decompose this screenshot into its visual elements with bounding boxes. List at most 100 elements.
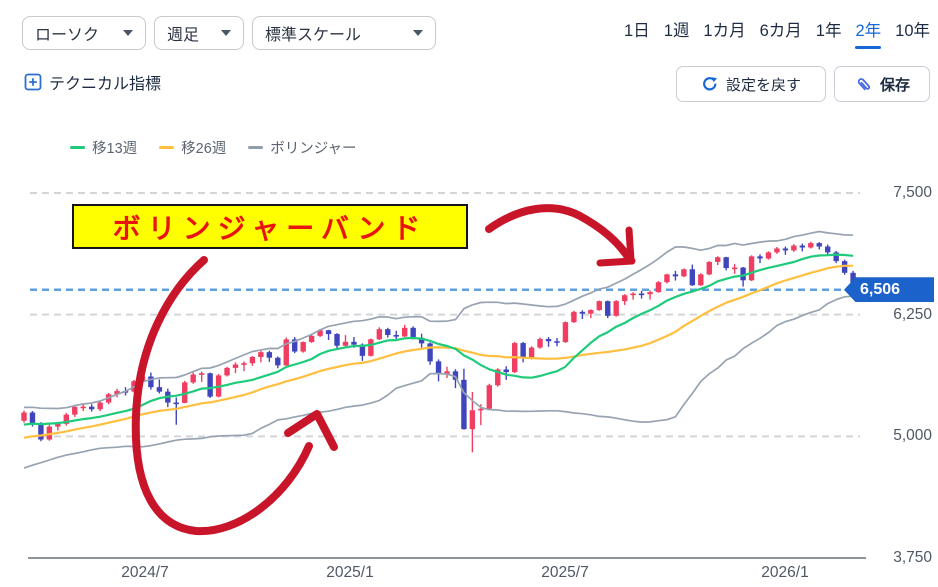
candle-body <box>715 257 721 262</box>
candle-body <box>385 329 391 336</box>
period-6month[interactable]: 6カ月 <box>759 22 802 40</box>
candle-body <box>376 329 383 340</box>
candle-body <box>486 385 492 409</box>
candle-body <box>782 248 789 251</box>
y-axis-label: 3,750 <box>893 549 932 566</box>
candle-body <box>630 293 636 296</box>
candle-body <box>545 339 552 342</box>
candle-body <box>368 339 374 356</box>
candle-body <box>655 282 662 293</box>
chevron-down-icon <box>123 30 133 36</box>
candle-body <box>80 406 86 409</box>
candle-body <box>478 408 484 411</box>
candle-body <box>427 343 433 362</box>
y-axis-label: 6,250 <box>893 305 932 323</box>
candle-body <box>334 334 340 346</box>
candle-body <box>148 376 154 388</box>
candle-body <box>46 426 53 440</box>
candle-body <box>190 374 196 383</box>
candle-body <box>38 424 44 440</box>
candle-body <box>173 402 179 405</box>
candle-body <box>816 243 822 247</box>
legend-ma26: 移26週 <box>159 137 226 158</box>
legend-ma26-label: 移26週 <box>181 141 227 157</box>
candle-body <box>647 292 653 295</box>
period-10year[interactable]: 10年 <box>895 22 930 40</box>
chevron-down-icon <box>413 30 423 36</box>
candle-body <box>418 337 425 344</box>
candle-body <box>520 343 526 359</box>
candle-body <box>554 341 560 343</box>
candle-body <box>748 256 755 281</box>
y-axis-label: 7,500 <box>893 184 932 201</box>
save-label: 保存 <box>879 76 910 94</box>
period-1day[interactable]: 1日 <box>624 22 650 40</box>
candle-body <box>207 373 213 397</box>
period-selector: 1日 1週 1カ月 6カ月 1年 2年 10年 <box>624 17 930 49</box>
x-axis-label: 2025/1 <box>326 564 374 581</box>
candle-body <box>706 261 712 275</box>
candle-body <box>588 310 594 314</box>
paperclip-icon <box>857 77 871 90</box>
candle-body <box>72 406 78 415</box>
candle-body <box>249 357 256 364</box>
legend-bollinger-label: ボリンジャー <box>270 141 357 157</box>
candle-body <box>621 295 628 302</box>
interval-dropdown[interactable]: 週足 <box>154 16 244 50</box>
technical-indicator-button[interactable]: テクニカル指標 <box>24 70 161 94</box>
candle-body <box>596 301 602 311</box>
candle-body <box>664 274 670 283</box>
bollinger-line-swatch <box>248 145 264 150</box>
period-1week[interactable]: 1週 <box>663 22 690 40</box>
candle-body <box>308 335 315 343</box>
candle-body <box>774 248 780 253</box>
candle-body <box>579 311 586 314</box>
candle-body <box>393 335 399 337</box>
plus-box-icon <box>24 73 42 91</box>
candle-body <box>825 246 831 253</box>
candle-body <box>198 373 205 375</box>
candle-body <box>266 352 273 358</box>
candle-body <box>681 269 687 277</box>
candle-body <box>833 252 839 262</box>
technical-indicator-label: テクニカル指標 <box>49 76 162 93</box>
period-1year[interactable]: 1年 <box>815 22 842 40</box>
reset-settings-label: 設定を戻す <box>725 76 801 94</box>
candle-body <box>402 327 408 337</box>
candle-body <box>731 267 738 270</box>
reset-settings-button[interactable]: 設定を戻す <box>676 66 826 102</box>
candle-body <box>156 387 163 392</box>
candle-body <box>342 341 349 346</box>
candle-body <box>528 347 535 359</box>
candle-body <box>55 423 61 427</box>
candle-body <box>503 369 509 373</box>
candle-body <box>698 274 704 286</box>
legend-ma13-label: 移13週 <box>92 141 138 157</box>
candle-body <box>359 344 366 356</box>
ma13-line-swatch <box>70 145 85 150</box>
period-2year-active[interactable]: 2年 <box>855 17 881 49</box>
candle-body <box>435 361 442 375</box>
candle-body <box>88 406 95 410</box>
scale-value: 標準スケール <box>265 27 362 44</box>
candle-body <box>808 243 814 248</box>
save-button[interactable]: 保存 <box>834 66 930 102</box>
candle-body <box>791 245 797 251</box>
bollinger-annotation-box: ボリンジャーバンド <box>72 204 468 249</box>
candle-body <box>21 412 27 421</box>
scale-dropdown[interactable]: 標準スケール <box>252 16 436 50</box>
chart-type-dropdown[interactable]: ローソク <box>22 16 146 50</box>
candle-body <box>562 322 569 343</box>
x-axis-label: 2024/7 <box>121 564 169 581</box>
candle-body <box>325 330 332 335</box>
legend-ma13: 移13週 <box>70 137 137 158</box>
candle-body <box>452 371 459 380</box>
period-1month[interactable]: 1カ月 <box>703 22 746 40</box>
candle-body <box>469 410 476 430</box>
candle-body <box>765 252 772 259</box>
refresh-icon <box>703 77 717 91</box>
candle-body <box>351 341 357 345</box>
y-axis-label: 5,000 <box>893 427 932 445</box>
candle-body <box>571 311 577 323</box>
